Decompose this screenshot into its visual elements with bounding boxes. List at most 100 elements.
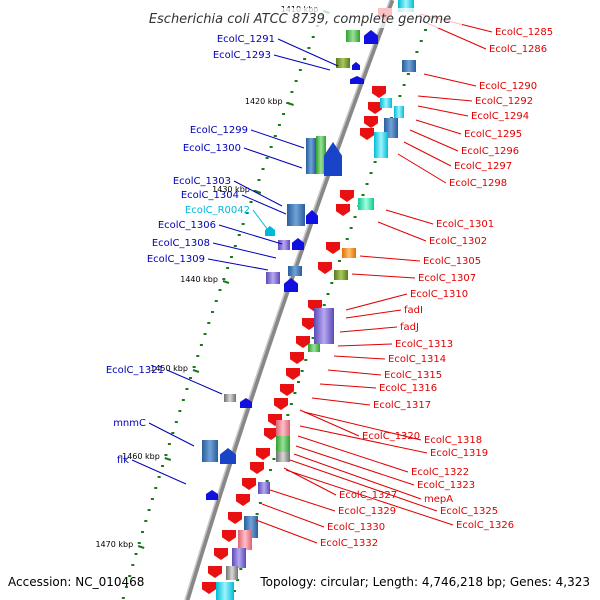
gene-arrow	[350, 76, 364, 84]
gene-arrow	[352, 62, 360, 70]
minor-tick	[203, 333, 207, 335]
minor-tick	[214, 300, 218, 302]
minor-tick	[222, 278, 226, 280]
minor-tick	[167, 443, 171, 445]
label-leader-line	[327, 369, 382, 376]
minor-tick	[261, 168, 265, 170]
gene-label-right: fadJ	[400, 322, 419, 333]
minor-tick	[196, 355, 200, 357]
gene-arrow	[364, 116, 378, 128]
tick-label: 1430 kbp	[212, 185, 250, 194]
minor-tick	[269, 469, 273, 471]
gene-label-left: EcolC_1304	[181, 190, 239, 201]
gene-block	[232, 548, 246, 568]
gene-arrow	[302, 318, 316, 330]
label-leader-line	[415, 119, 462, 135]
gene-block	[276, 452, 290, 462]
minor-tick	[365, 183, 369, 185]
gene-arrow	[364, 30, 378, 44]
minor-tick	[249, 201, 253, 203]
minor-tick	[286, 414, 290, 416]
label-leader-line	[261, 503, 325, 528]
gene-label-left: EcolC_1321	[106, 365, 164, 376]
genome-backbone-highlight	[184, 0, 391, 600]
gene-label-right: EcolC_1310	[410, 289, 468, 300]
gene-arrow	[292, 238, 304, 250]
gene-block	[288, 266, 302, 276]
title-backdrop	[138, 8, 462, 28]
label-leader-line	[303, 411, 422, 441]
minor-tick	[424, 29, 428, 31]
label-leader-line	[277, 38, 339, 67]
label-leader-line	[243, 147, 303, 169]
gene-label-right: EcolC_1319	[430, 448, 488, 459]
gene-label-right: EcolC_1285	[495, 27, 553, 38]
gene-label-right: EcolC_1296	[461, 146, 519, 157]
label-leader-line	[397, 153, 447, 184]
gene-label-left: EcolC_1300	[183, 143, 241, 154]
gene-label-left: EcolC_1309	[147, 254, 205, 265]
gene-arrow	[306, 210, 318, 224]
gene-label-right: EcolC_1314	[388, 354, 446, 365]
label-leader-line	[403, 141, 452, 167]
gene-label-right: EcolC_1292	[475, 96, 533, 107]
rna-arrow	[265, 226, 275, 236]
gene-block	[258, 482, 270, 494]
gene-block	[314, 308, 334, 344]
gene-block	[316, 136, 326, 174]
gene-block	[346, 30, 360, 42]
label-leader-line	[255, 519, 318, 544]
gene-label-right: EcolC_1302	[429, 236, 487, 247]
gene-label-right: EcolC_1326	[456, 520, 514, 531]
tick-mark	[137, 545, 145, 549]
label-leader-line	[289, 459, 438, 512]
label-leader-line	[311, 397, 371, 406]
minor-tick	[185, 388, 189, 390]
gene-arrow	[214, 548, 228, 560]
gene-arrow	[296, 336, 310, 348]
gene-block	[216, 582, 234, 600]
minor-tick	[402, 84, 406, 86]
tick-label: 1450 kbp	[150, 364, 188, 373]
label-leader-line	[423, 73, 477, 87]
map-title: Escherichia coli ATCC 8739, complete gen…	[149, 12, 451, 27]
tick-label: 1420 kbp	[245, 97, 283, 106]
minor-tick	[174, 421, 178, 423]
gene-arrow	[250, 462, 264, 474]
gene-arrow	[326, 242, 340, 254]
genome-backbone	[184, 0, 395, 600]
minor-tick	[353, 216, 357, 218]
label-leader-line	[218, 224, 283, 245]
minor-tick	[232, 590, 236, 592]
minor-tick	[154, 487, 158, 489]
gene-label-right: EcolC_1305	[423, 256, 481, 267]
gene-arrow	[242, 478, 256, 490]
minor-tick	[311, 36, 315, 38]
minor-tick	[137, 542, 141, 544]
minor-tick	[189, 377, 193, 379]
gene-label-right: EcolC_1295	[464, 129, 522, 140]
label-leader-line	[285, 469, 454, 526]
gene-label-right: EcolC_1330	[327, 522, 385, 533]
minor-tick	[147, 509, 151, 511]
gene-label-right: EcolC_1315	[384, 370, 442, 381]
minor-tick	[241, 223, 245, 225]
minor-tick	[273, 135, 277, 137]
minor-tick	[406, 73, 410, 75]
gene-arrow	[372, 86, 386, 98]
tick-label: 1440 kbp	[180, 275, 218, 284]
gene-label-right: EcolC_1322	[411, 467, 469, 478]
gene-label-left: EcolC_1291	[217, 34, 275, 45]
minor-tick	[233, 245, 237, 247]
minor-tick	[294, 80, 298, 82]
gene-label-right: EcolC_1290	[479, 81, 537, 92]
gene-label-left: EcolC_1303	[173, 176, 231, 187]
minor-tick	[128, 575, 132, 577]
minor-tick	[311, 337, 315, 339]
gene-arrow	[290, 352, 304, 364]
label-leader-line	[269, 489, 336, 512]
gene-block	[336, 58, 350, 68]
gene-label-right: EcolC_1323	[417, 480, 475, 491]
gene-block	[278, 240, 290, 250]
